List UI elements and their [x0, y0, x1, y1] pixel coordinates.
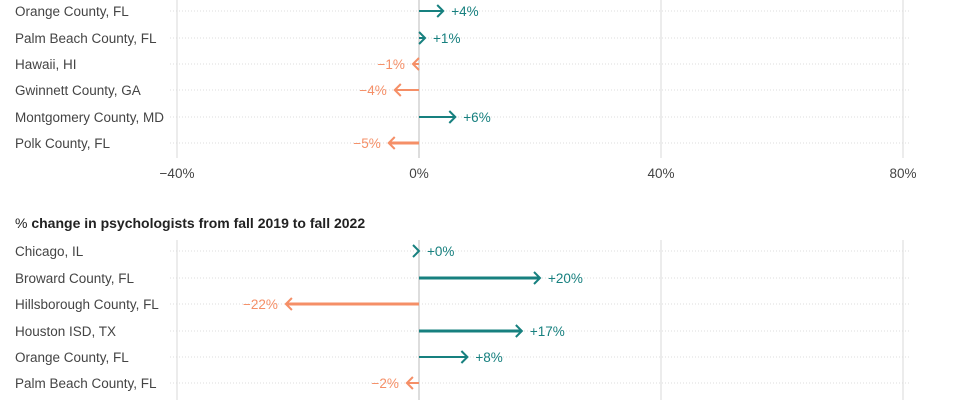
category-label: Chicago, IL: [15, 244, 84, 259]
value-label: +1%: [433, 31, 460, 46]
value-label: −1%: [378, 57, 405, 72]
x-tick-label: 0%: [409, 166, 429, 181]
arrow-head: [533, 271, 542, 285]
category-label: Palm Beach County, FL: [15, 31, 157, 46]
category-label: Broward County, FL: [15, 271, 135, 286]
x-tick-label: −40%: [160, 166, 195, 181]
title-prefix: %: [15, 215, 31, 231]
arrow-head: [411, 57, 420, 71]
value-label: +20%: [548, 271, 583, 286]
arrow-head: [436, 4, 445, 18]
arrow-head: [515, 324, 524, 338]
value-label: −4%: [359, 83, 386, 98]
category-label: Hawaii, HI: [15, 57, 77, 72]
value-label: +17%: [530, 324, 565, 339]
value-label: +8%: [475, 350, 502, 365]
x-tick-label: 80%: [889, 166, 916, 181]
value-label: −2%: [371, 376, 398, 391]
category-label: Houston ISD, TX: [15, 324, 116, 339]
x-tick-label: 40%: [647, 166, 674, 181]
category-label: Montgomery County, MD: [15, 110, 164, 125]
category-label: Polk County, FL: [15, 136, 111, 151]
category-label: Orange County, FL: [15, 350, 129, 365]
arrow-head: [448, 110, 457, 124]
title-text: change in psychologists from fall 2019 t…: [31, 215, 365, 231]
value-label: +0%: [427, 244, 454, 259]
arrow-head: [284, 297, 293, 311]
category-label: Gwinnett County, GA: [15, 83, 141, 98]
arrow-head: [387, 136, 396, 150]
value-label: +6%: [463, 110, 490, 125]
arrow-head: [405, 376, 414, 390]
value-label: +4%: [451, 4, 478, 19]
chart-title: % change in psychologists from fall 2019…: [15, 215, 365, 231]
category-label: Palm Beach County, FL: [15, 376, 157, 391]
arrow-head: [460, 350, 469, 364]
value-label: −22%: [243, 297, 278, 312]
arrow-head: [418, 31, 427, 45]
category-label: Hillsborough County, FL: [15, 297, 159, 312]
arrow-head: [393, 83, 402, 97]
arrow-head: [412, 244, 421, 258]
category-label: Orange County, FL: [15, 4, 129, 19]
value-label: −5%: [353, 136, 380, 151]
